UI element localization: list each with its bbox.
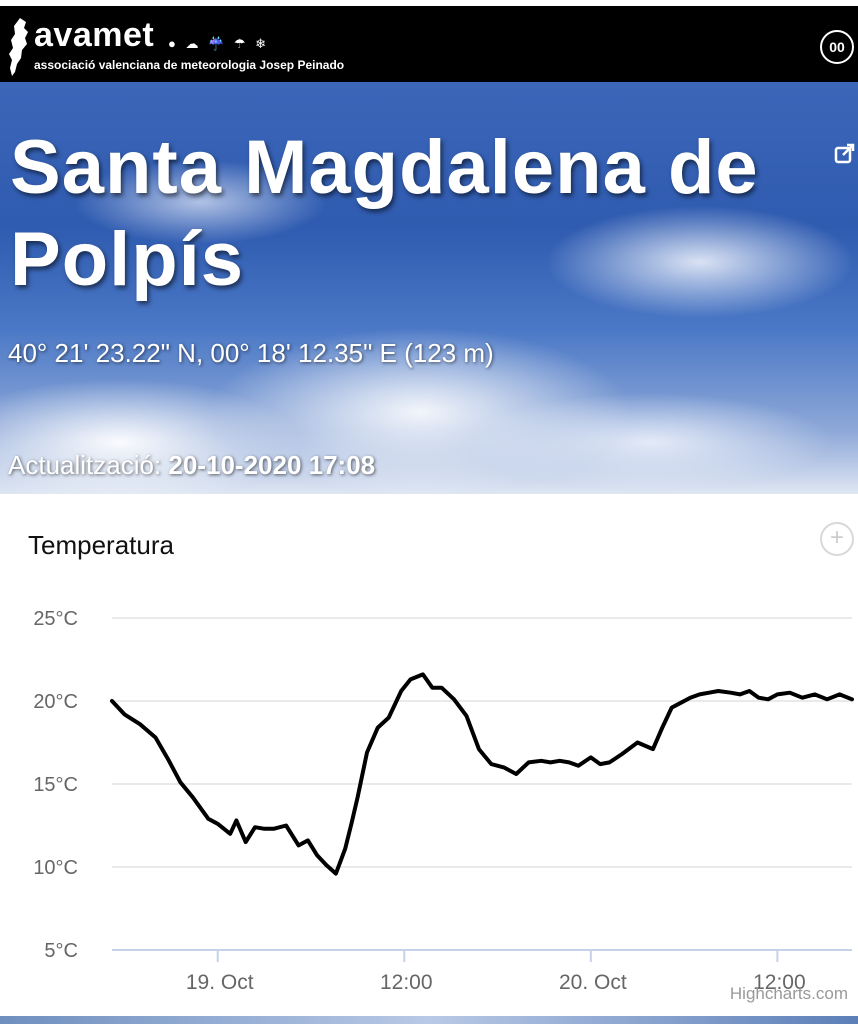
hero-banner: Santa Magdalena de Polpís 40° 21' 23.22"… [0,82,858,494]
last-update-label: Actualització: [8,450,162,480]
brand-name[interactable]: avamet [34,16,155,54]
last-update: Actualització: 20-10-2020 17:08 [8,450,375,481]
x-tick-label: 12:00 [753,971,806,994]
x-tick-label: 12:00 [380,971,433,994]
brand-tagline: associació valenciana de meteorologia Jo… [34,58,345,72]
y-tick-label: 20°C [33,691,78,713]
valencia-map-icon [9,18,28,76]
last-update-value: 20-10-2020 17:08 [168,450,376,480]
station-coordinates: 40° 21' 23.22" N, 00° 18' 12.35" E (123 … [8,338,494,368]
chart-expand-button[interactable]: + [820,522,854,556]
bottom-banner-edge [0,1016,858,1024]
temperature-series-line [110,672,854,876]
y-tick-label: 15°C [33,774,78,796]
chart-title: Temperatura [28,530,174,560]
highcharts-credit[interactable]: Highcharts.com [729,984,848,1003]
x-tick-label: 19. Oct [186,971,254,994]
temperature-chart[interactable]: 25°C 20°C 15°C 10°C 5°C 19. Oct 12:00 20. Oct 12… [0,590,858,1010]
y-tick-label: 5°C [44,940,78,962]
top-bar: avamet ● ☁ ☔ ☂ ❄ associació valenciana d… [0,0,858,82]
share-icon[interactable] [834,142,856,164]
y-tick-label: 25°C [33,608,78,630]
menu-button[interactable]: 00 [820,30,854,64]
station-title: Santa Magdalena de Polpís [10,125,759,302]
x-tick-label: 20. Oct [559,971,627,994]
weather-icons: ● ☁ ☔ ☂ ❄ [168,36,270,51]
y-tick-label: 10°C [33,857,78,879]
